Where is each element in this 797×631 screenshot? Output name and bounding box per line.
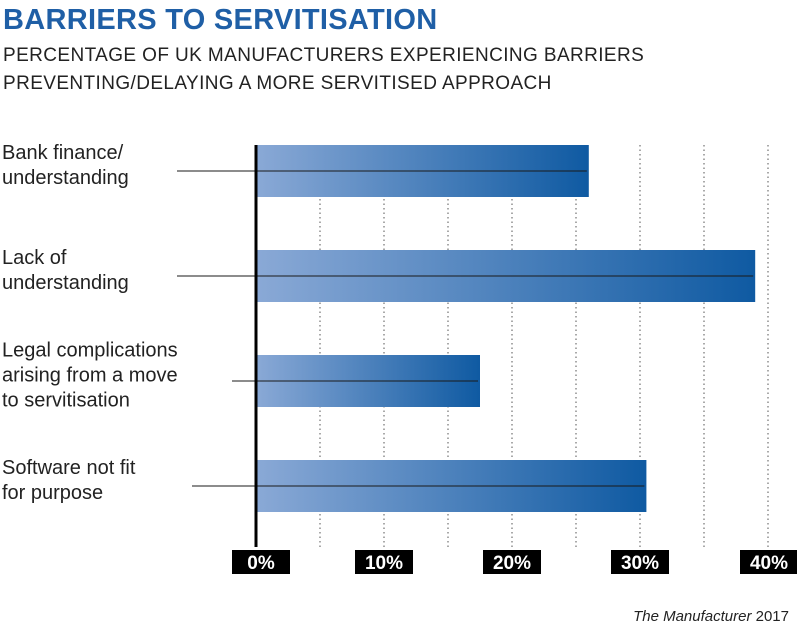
x-tick-label: 10% — [365, 553, 403, 574]
category-label: Lack of — [2, 247, 67, 269]
source-name: The Manufacturer — [633, 608, 752, 625]
category-labels: Bank finance/understanding Lack of underst… — [2, 142, 754, 504]
category-label: for purpose — [2, 482, 103, 504]
x-tick-box — [740, 550, 797, 574]
x-tick-label: 0% — [247, 553, 275, 574]
category-label: arising from a move — [2, 365, 178, 387]
source-credit: The Manufacturer 2017 — [633, 608, 789, 625]
x-tick-box — [232, 550, 290, 574]
bars — [256, 145, 756, 512]
category-label: Software not fit — [2, 457, 136, 479]
x-tick-label: 30% — [621, 553, 659, 574]
x-tick-box — [355, 550, 413, 574]
source-year: 2017 — [755, 608, 789, 625]
x-axis: 0% 10% 20% 30% 40% — [232, 145, 797, 574]
chart-title: BARRIERS TO SERVITISATION — [3, 4, 438, 36]
x-tick-box — [483, 550, 541, 574]
chart-subtitle: PERCENTAGE OF UK MANUFACTURERS EXPERIENC… — [3, 42, 644, 98]
x-tick-label: 20% — [493, 553, 531, 574]
category-label: to servitisation — [2, 390, 130, 412]
category-label: understanding — [2, 272, 129, 294]
bar-chart: Bank finance/understanding Lack of underst… — [2, 142, 797, 574]
category-label: understanding — [2, 167, 129, 189]
chart-subtitle-line-2: PREVENTING/DELAYING A MORE SERVITISED AP… — [3, 73, 552, 94]
category-label: Legal complications — [2, 340, 178, 362]
chart-subtitle-line-1: PERCENTAGE OF UK MANUFACTURERS EXPERIENC… — [3, 45, 645, 66]
x-tick-box — [611, 550, 669, 574]
category-label: Bank finance/ — [2, 142, 124, 164]
x-tick-label: 40% — [750, 553, 788, 574]
